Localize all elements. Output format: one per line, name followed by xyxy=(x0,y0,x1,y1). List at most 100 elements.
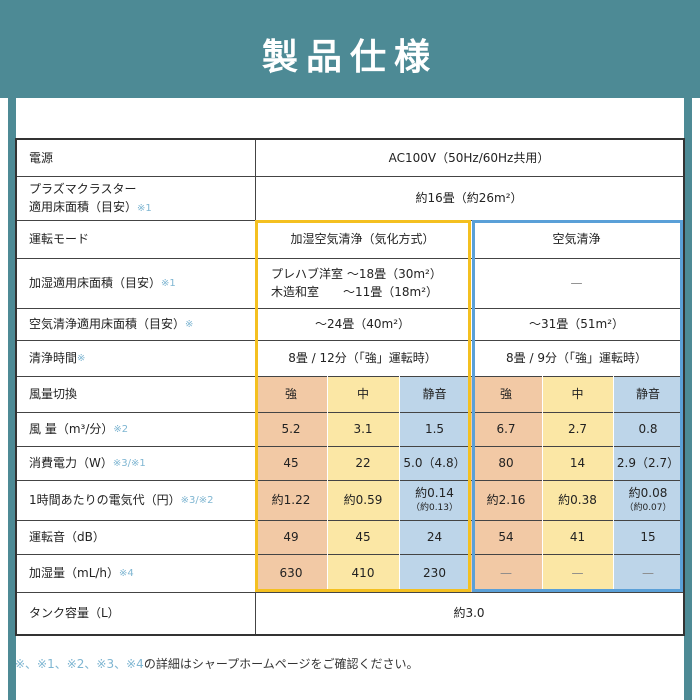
cost-clean-quiet: 約0.08 （約0.07） xyxy=(613,480,683,520)
switch-humid-strong: 強 xyxy=(255,376,327,412)
cost-clean-medium: 約0.38 xyxy=(542,480,613,520)
humid-amount-clean-medium: — xyxy=(542,554,613,592)
humid-amount-medium: 410 xyxy=(327,554,399,592)
label-noise: 運転音（dB） xyxy=(17,520,255,554)
label-humid-amount: 加湿量（mL/h） ※4 xyxy=(17,554,255,592)
noise-clean-quiet: 15 xyxy=(613,520,683,554)
switch-humid-medium: 中 xyxy=(327,376,399,412)
power-clean-medium: 14 xyxy=(542,446,613,480)
value-plasma: 約16畳（約26m²） xyxy=(415,191,523,205)
mode-clean: 空気清浄 xyxy=(552,232,601,246)
mode-humid: 加湿空気清浄（気化方式） xyxy=(290,232,435,246)
humid-amount-strong: 630 xyxy=(255,554,327,592)
label-cost: 1時間あたりの電気代（円） ※3/※2 xyxy=(17,480,255,520)
label-column-divider xyxy=(255,140,256,634)
label-clean-area-text: 空気清浄適用床面積（目安） xyxy=(29,317,186,331)
footnote-text: の詳細はシャープホームページをご確認ください。 xyxy=(143,657,419,671)
switch-clean-quiet: 静音 xyxy=(613,376,683,412)
clean-area-dash: — xyxy=(570,276,583,290)
plasma-footnote-mark: ※1 xyxy=(137,203,152,214)
row-divider xyxy=(17,554,683,555)
label-humid-area-text: 加湿適用床面積（目安） xyxy=(29,276,162,290)
airflow-footnote-mark: ※2 xyxy=(113,423,129,435)
footnote-marks: ※、※1、※2、※3、※4 xyxy=(15,657,144,671)
label-humid-amount-text: 加湿量（mL/h） xyxy=(29,566,120,580)
power-humid-strong: 45 xyxy=(255,446,327,480)
clean-area-clean: 〜31畳（51m²） xyxy=(528,317,625,331)
label-airflow: 風 量（m³/分） ※2 xyxy=(17,412,255,446)
switch-clean-medium: 中 xyxy=(542,376,613,412)
label-tank: タンク容量（L） xyxy=(17,592,255,634)
row-divider xyxy=(17,412,683,413)
noise-humid-strong: 49 xyxy=(255,520,327,554)
label-plasma-line1: プラズマクラスター xyxy=(29,182,137,196)
label-humid-area: 加湿適用床面積（目安） ※1 xyxy=(17,258,255,308)
cost-clean-quiet-sub: （約0.07） xyxy=(624,503,672,514)
label-mode: 運転モード xyxy=(17,220,255,258)
cost-clean-strong: 約2.16 xyxy=(470,480,542,520)
header-banner xyxy=(0,0,700,98)
noise-clean-medium: 41 xyxy=(542,520,613,554)
humid-amount-footnote-mark: ※4 xyxy=(119,567,134,579)
noise-humid-quiet: 24 xyxy=(399,520,470,554)
label-clean-time: 清浄時間 ※ xyxy=(17,340,255,376)
cost-humid-medium: 約0.59 xyxy=(327,480,399,520)
page-title: 製品仕様 xyxy=(261,37,438,78)
row-divider xyxy=(17,176,683,177)
clean-time-humid: 8畳 / 12分（「強」運転時） xyxy=(288,351,437,365)
humid-area-footnote-mark: ※1 xyxy=(161,277,176,289)
switch-clean-strong: 強 xyxy=(470,376,542,412)
label-power-use-text: 消費電力（W） xyxy=(29,456,113,470)
content-frame xyxy=(8,98,692,700)
footnote: ※、※1、※2、※3、※4の詳細はシャープホームページをご確認ください。 xyxy=(15,655,419,672)
clean-time-clean: 8畳 / 9分（「強」運転時） xyxy=(506,351,647,365)
cost-humid-quiet-value: 約0.14 xyxy=(415,486,454,501)
row-divider xyxy=(17,592,683,593)
humid-area-values: プレハブ洋室 〜18畳（30m²） 木造和室 〜11畳（18m²） xyxy=(255,258,470,308)
label-power-use: 消費電力（W） ※3/※1 xyxy=(17,446,255,480)
noise-clean-strong: 54 xyxy=(470,520,542,554)
cost-humid-strong: 約1.22 xyxy=(255,480,327,520)
label-cost-text: 1時間あたりの電気代（円） xyxy=(29,493,181,507)
power-clean-quiet: 2.9（2.7） xyxy=(613,446,683,480)
value-tank: 約3.0 xyxy=(453,606,485,620)
switch-humid-quiet: 静音 xyxy=(399,376,470,412)
label-plasma: プラズマクラスター 適用床面積（目安）※1 xyxy=(17,176,255,220)
row-divider xyxy=(17,376,683,377)
row-divider xyxy=(17,308,683,309)
cost-humid-quiet: 約0.14 （約0.13） xyxy=(399,480,470,520)
humid-amount-clean-strong: — xyxy=(470,554,542,592)
row-divider xyxy=(17,480,683,481)
power-clean-strong: 80 xyxy=(470,446,542,480)
spec-table: 電源 AC100V（50Hz/60Hz共用） プラズマクラスター 適用床面積（目… xyxy=(15,138,685,636)
airflow-humid-medium: 3.1 xyxy=(327,412,399,446)
cost-footnote-mark: ※3/※2 xyxy=(180,494,214,506)
airflow-humid-strong: 5.2 xyxy=(255,412,327,446)
humid-area-prefab: プレハブ洋室 〜18畳（30m²） xyxy=(271,267,442,281)
label-airflow-switch: 風量切換 xyxy=(17,376,255,412)
clean-area-humid: 〜24畳（40m²） xyxy=(314,317,411,331)
power-humid-quiet: 5.0（4.8） xyxy=(399,446,470,480)
column-divider xyxy=(327,376,328,592)
column-divider xyxy=(613,376,614,592)
label-plasma-line2: 適用床面積（目安）※1 xyxy=(29,198,152,216)
clean-area-footnote-mark: ※ xyxy=(185,318,194,330)
clean-time-footnote-mark: ※ xyxy=(77,352,86,364)
column-divider xyxy=(399,376,400,592)
cost-clean-quiet-value: 約0.08 xyxy=(628,486,668,501)
cost-humid-quiet-sub: （約0.13） xyxy=(410,503,459,514)
airflow-clean-quiet: 0.8 xyxy=(613,412,683,446)
humid-amount-clean-quiet: — xyxy=(613,554,683,592)
label-airflow-text: 風 量（m³/分） xyxy=(29,422,114,436)
value-power: AC100V（50Hz/60Hz共用） xyxy=(388,151,550,165)
power-humid-medium: 22 xyxy=(327,446,399,480)
label-clean-area: 空気清浄適用床面積（目安） ※ xyxy=(17,308,255,340)
label-plasma-text: 適用床面積（目安） xyxy=(29,200,138,214)
noise-humid-medium: 45 xyxy=(327,520,399,554)
label-clean-time-text: 清浄時間 xyxy=(29,351,78,365)
row-divider xyxy=(17,258,683,259)
airflow-humid-quiet: 1.5 xyxy=(399,412,470,446)
label-power: 電源 xyxy=(17,140,255,176)
column-divider xyxy=(542,376,543,592)
airflow-clean-medium: 2.7 xyxy=(542,412,613,446)
